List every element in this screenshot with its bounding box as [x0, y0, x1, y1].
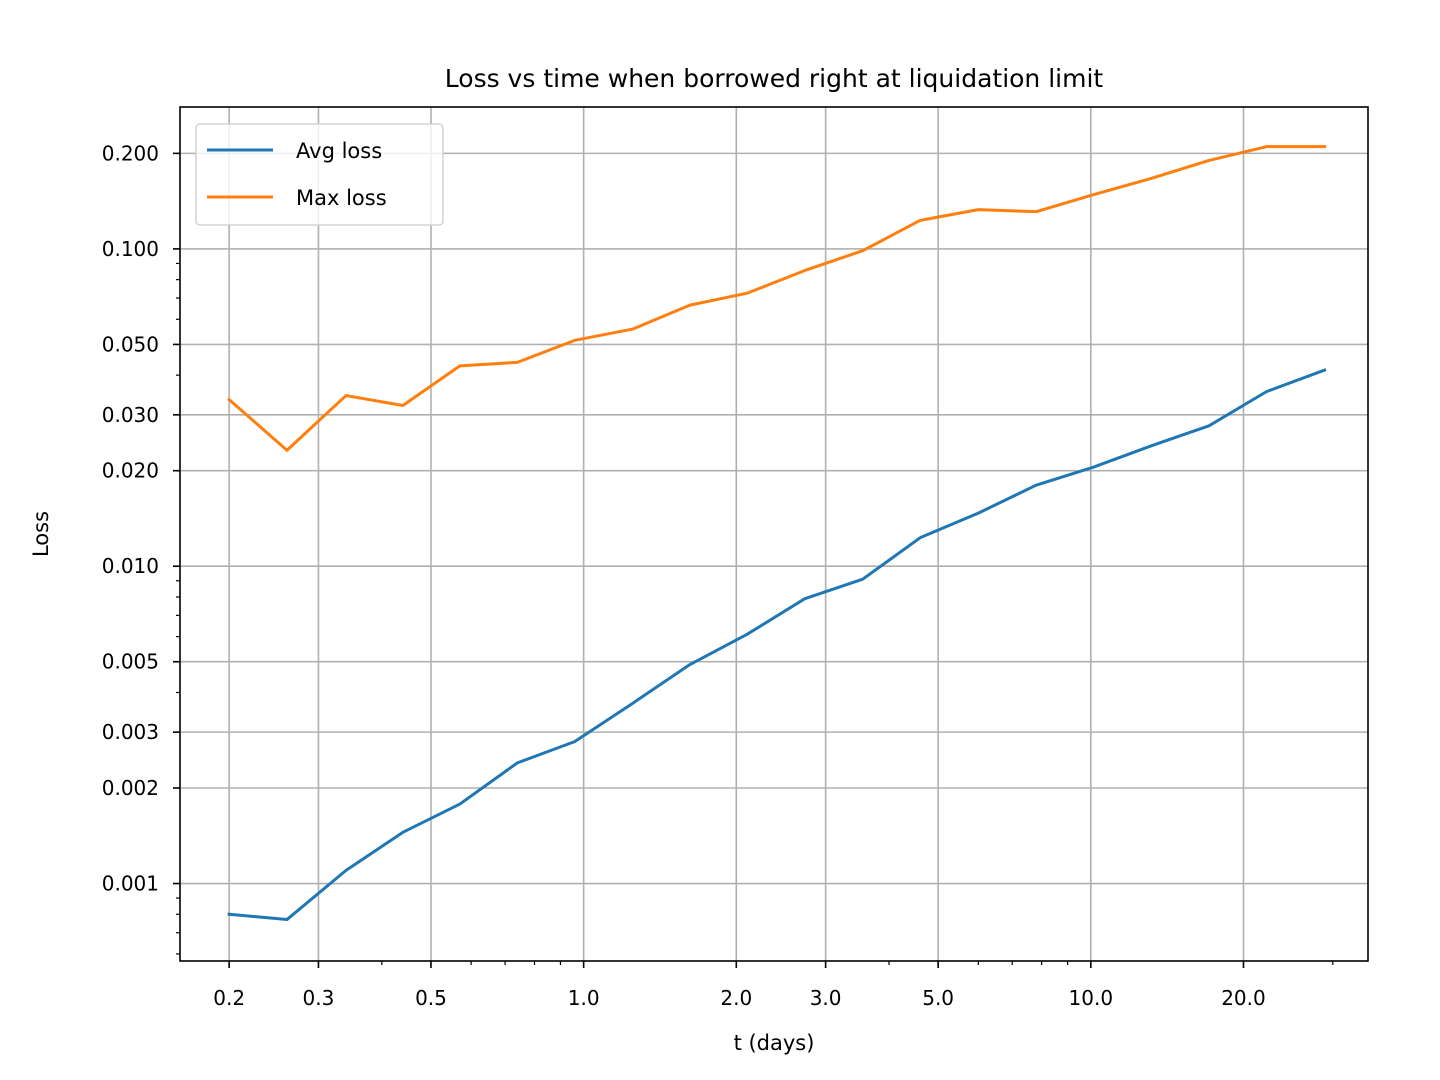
- y-tick-label: 0.001: [102, 872, 159, 896]
- series-line-max-loss: [227, 145, 1327, 452]
- legend-label: Avg loss: [296, 139, 382, 163]
- y-tick-label: 0.002: [102, 776, 159, 800]
- x-tick-label: 20.0: [1221, 986, 1266, 1010]
- y-tick-label: 0.200: [102, 141, 159, 165]
- y-tick-label: 0.010: [102, 554, 159, 578]
- chart-title: Loss vs time when borrowed right at liqu…: [445, 64, 1104, 93]
- x-axis-label: t (days): [734, 1031, 815, 1055]
- x-tick-label: 0.5: [415, 986, 447, 1010]
- x-tick-label: 0.3: [303, 986, 335, 1010]
- axis-ticks: 0.2 0.3 0.5 1.0 2.0 3.0 5.0 10.0 20.0 0.001 0.002 0…: [102, 141, 1334, 1010]
- y-tick-label: 0.100: [102, 237, 159, 261]
- y-tick-label: 0.030: [102, 403, 159, 427]
- x-tick-label: 3.0: [810, 986, 842, 1010]
- x-tick-label: 10.0: [1069, 986, 1114, 1010]
- plot-area-frame: [179, 106, 1369, 962]
- y-tick-label: 0.003: [102, 720, 159, 744]
- series-lines: [227, 145, 1327, 922]
- grid-lines: [180, 107, 1368, 961]
- x-tick-label: 0.2: [213, 986, 245, 1010]
- y-axis-label: Loss: [29, 511, 53, 557]
- y-tick-label: 0.005: [102, 650, 159, 674]
- legend: Avg loss Max loss: [195, 123, 444, 226]
- x-tick-label: 2.0: [720, 986, 752, 1010]
- y-tick-label: 0.050: [102, 332, 159, 356]
- series-line-avg-loss: [227, 368, 1327, 922]
- x-tick-label: 1.0: [568, 986, 600, 1010]
- x-tick-label: 5.0: [922, 986, 954, 1010]
- legend-label: Max loss: [296, 186, 387, 210]
- y-tick-label: 0.020: [102, 459, 159, 483]
